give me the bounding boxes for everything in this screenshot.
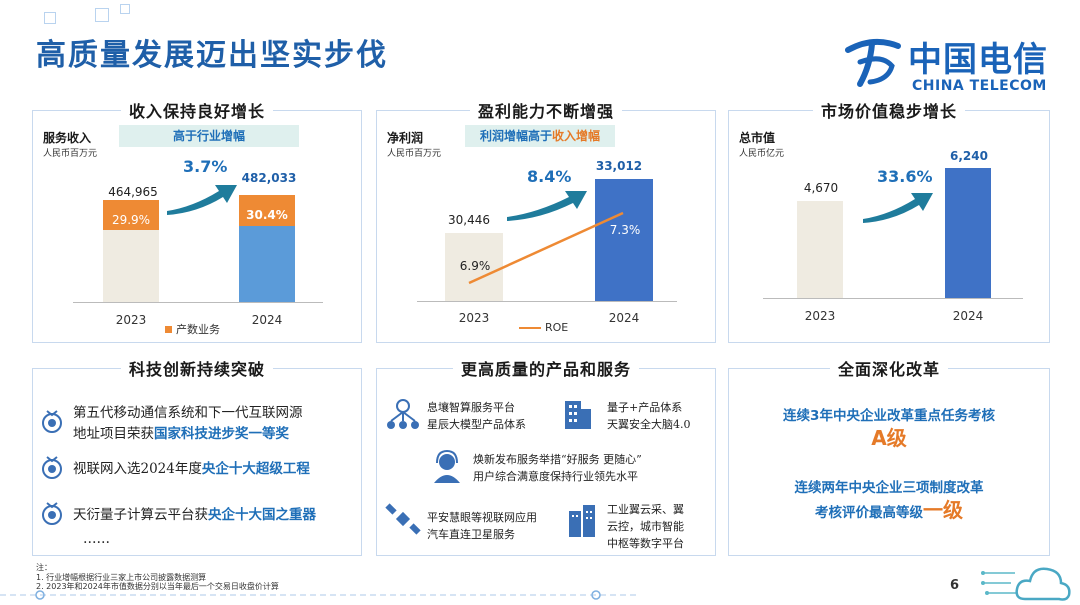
tech-item-1: 第五代移动通信系统和下一代互联网源 地址项目荣获国家科技进步奖一等奖 — [73, 405, 303, 442]
logo-english-name: CHINA TELECOM — [912, 78, 1047, 94]
year-label: 2024 — [952, 309, 984, 323]
growth-arrow-icon — [507, 191, 587, 221]
service-item-4: 平安慧眼等视联网应用 汽车直连卫星服务 — [427, 511, 537, 541]
service-heading: 更高质量的产品和服务 — [452, 360, 639, 379]
service-item-1: 息壤智算服务平台 星辰大模型产品体系 — [427, 401, 526, 431]
tech-item-2: 视联网入选2024年度央企十大超级工程 — [73, 461, 310, 477]
footnote-2: 2. 2023年和2024年市值数据分别以当年最后一个交易日收盘价计算 — [36, 582, 279, 591]
china-telecom-logo: 中国电信 CHINA TELECOM — [842, 32, 1052, 96]
market-bar-2024 — [945, 168, 991, 298]
revenue-value-2024: 482,033 — [241, 171, 297, 185]
legend-line-icon — [519, 327, 541, 329]
service-panel: 更高质量的产品和服务 息壤智算服务平台 星辰大模型产品体系 量子+产品体系 天翼安全… — [376, 360, 716, 556]
tech-panel: 科技创新持续突破 第五代移动通信系统和下一代互联网源 地址项目荣获国家科技进步奖一… — [32, 360, 362, 556]
revenue-bar-2024-digital — [239, 195, 295, 226]
revenue-share-2023: 29.9% — [111, 213, 151, 227]
profit-value-2024: 33,012 — [595, 159, 643, 173]
market-bar-2023 — [797, 201, 843, 298]
page-number: 6 — [950, 578, 960, 593]
service-item-5: 工业翼云采、翼 云控，城市智能 中枢等数字平台 — [607, 503, 684, 550]
revenue-bar-2023-digital — [103, 200, 159, 230]
roe-2023: 6.9% — [459, 259, 491, 273]
revenue-panel: 收入保持良好增长 服务收入 人民币百万元 高于行业增幅 464,965 482,… — [32, 102, 362, 343]
decoration-square — [120, 4, 130, 14]
cloud-icon — [981, 567, 1071, 601]
year-label: 2024 — [251, 313, 283, 327]
revenue-bar-2024-base — [239, 226, 295, 302]
footer-decoration — [0, 590, 640, 600]
customer-service-icon — [434, 449, 460, 483]
revenue-bar-2023-base — [103, 230, 159, 302]
building-icon — [565, 401, 591, 429]
profit-bar-2023 — [445, 233, 503, 301]
reform-heading: 全面深化改革 — [829, 360, 948, 379]
ai-network-icon — [387, 399, 419, 429]
profit-unit: 人民币百万元 — [387, 149, 442, 159]
profit-heading: 盈利能力不断增强 — [469, 102, 622, 121]
growth-arrow-icon — [167, 185, 237, 215]
year-label: 2024 — [608, 311, 640, 325]
revenue-metric-label: 服务收入 — [43, 131, 92, 145]
logo-chinese-name: 中国电信 — [908, 40, 1048, 80]
revenue-share-2024: 30.4% — [246, 208, 288, 222]
tech-more: …… — [83, 531, 110, 547]
revenue-legend: 产数业务 — [165, 321, 220, 337]
service-item-3: 焕新发布服务举措“好服务 更随心” 用户综合满意度保持行业领先水平 — [473, 453, 642, 483]
year-label: 2023 — [458, 311, 490, 325]
profit-growth: 8.4% — [527, 167, 572, 186]
service-item-2: 量子+产品体系 天翼安全大脑4.0 — [607, 401, 691, 431]
market-value-2024: 6,240 — [950, 149, 988, 163]
market-heading: 市场价值稳步增长 — [812, 102, 965, 121]
roe-line — [468, 211, 624, 285]
revenue-unit: 人民币百万元 — [43, 149, 98, 159]
growth-arrow-icon — [863, 193, 933, 223]
roe-2024: 7.3% — [609, 223, 641, 237]
legend-label: 产数业务 — [176, 323, 220, 336]
profit-metric-label: 净利润 — [387, 131, 424, 145]
china-telecom-logo-icon — [845, 38, 901, 87]
tech-item-3: 天衍量子计算云平台获央企十大国之重器 — [73, 507, 316, 523]
market-value-2023: 4,670 — [803, 181, 839, 195]
legend-label: ROE — [545, 321, 569, 334]
reform-panel: 全面深化改革 连续3年中央企业改革重点任务考核 A级 连续两年中央企业三项制度改革… — [728, 360, 1050, 556]
market-unit: 人民币亿元 — [739, 149, 785, 159]
satellite-icon — [385, 503, 421, 535]
tech-heading: 科技创新持续突破 — [120, 360, 273, 379]
footnote-1: 1. 行业增幅根据行业三家上市公司披露数据测算 — [36, 572, 207, 582]
reform-item-1: 连续3年中央企业改革重点任务考核 A级 — [783, 408, 995, 450]
year-label: 2023 — [115, 313, 147, 327]
revenue-growth: 3.7% — [183, 157, 228, 176]
medal-icon — [42, 410, 62, 433]
decoration-square — [44, 12, 56, 24]
profit-bar-2024 — [595, 179, 653, 301]
footnotes: 注： 1. 行业增幅根据行业三家上市公司披露数据测算 2. 2023年和2024… — [36, 563, 279, 592]
year-label: 2023 — [804, 309, 836, 323]
axis-line — [763, 298, 1023, 299]
footnote-label: 注： — [36, 563, 52, 572]
legend-swatch-icon — [165, 326, 172, 333]
market-panel: 市场价值稳步增长 总市值 人民币亿元 6,240 4,670 33.6% 202… — [728, 102, 1050, 343]
axis-line — [417, 301, 677, 302]
profit-tag: 利润增幅高于收入增幅 — [465, 125, 615, 147]
medal-icon — [42, 502, 62, 525]
revenue-heading: 收入保持良好增长 — [120, 102, 273, 121]
page-title: 高质量发展迈出坚实步伐 — [36, 38, 388, 73]
decoration-square — [95, 8, 109, 22]
reform-item-2: 连续两年中央企业三项制度改革 考核评价最高等级一级 — [794, 480, 984, 522]
profit-legend: ROE — [519, 321, 568, 334]
revenue-tag: 高于行业增幅 — [119, 125, 299, 147]
profit-value-2023: 30,446 — [448, 213, 490, 227]
profit-panel: 盈利能力不断增强 净利润 人民币百万元 利润增幅高于收入增幅 33,012 30… — [376, 102, 716, 343]
revenue-value-2023: 464,965 — [108, 185, 158, 199]
medal-icon — [42, 456, 62, 479]
city-icon — [569, 505, 595, 537]
market-growth: 33.6% — [877, 167, 933, 186]
axis-line — [73, 302, 323, 303]
market-metric-label: 总市值 — [739, 131, 776, 145]
